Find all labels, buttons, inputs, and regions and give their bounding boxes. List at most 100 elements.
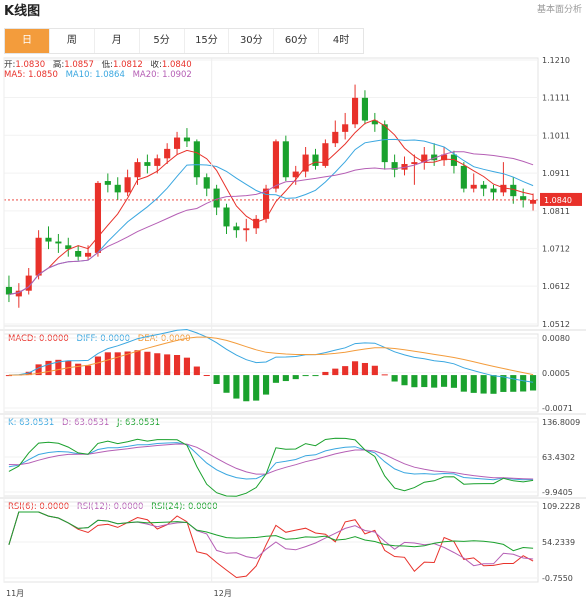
candle-body bbox=[460, 165, 467, 189]
candle-body bbox=[312, 154, 319, 166]
macd-bar bbox=[351, 361, 359, 376]
kdj-legend-d: D: 63.0531 bbox=[62, 418, 110, 428]
kdj-legend-j: J: 63.0531 bbox=[116, 418, 161, 428]
macd-bar bbox=[144, 351, 151, 376]
macd-bar bbox=[193, 366, 200, 376]
macd-bar bbox=[75, 363, 82, 376]
macd-bar bbox=[361, 362, 369, 376]
candle-body bbox=[183, 137, 191, 142]
macd-legend: MACD: 0.0000 DIFF: 0.0000 DEA: 0.0000 bbox=[8, 334, 196, 344]
candle-body bbox=[262, 188, 270, 219]
macd-bar bbox=[213, 375, 220, 384]
candle-body bbox=[470, 184, 477, 189]
candle-body bbox=[25, 275, 32, 291]
macd-bar bbox=[421, 375, 428, 388]
macd-bar bbox=[253, 375, 260, 401]
price-tick-label: 1.1111 bbox=[542, 93, 570, 102]
ma-legend: MA5: 1.0850 MA10: 1.0864 MA20: 1.0902 bbox=[4, 70, 197, 80]
last-price-label: 1.0840 bbox=[544, 196, 572, 205]
candle-body bbox=[35, 237, 42, 276]
kdj-tick-label: -9.9405 bbox=[542, 488, 573, 497]
price-tick-label: 1.0811 bbox=[542, 207, 570, 216]
macd-bar bbox=[272, 375, 280, 383]
macd-tick-label: -0.0071 bbox=[542, 404, 573, 413]
macd-bar bbox=[282, 375, 289, 382]
candle-body bbox=[15, 290, 22, 297]
macd-bar bbox=[470, 375, 477, 393]
candle-body bbox=[213, 188, 220, 208]
rsi-legend-24: RSI(24): 0.0000 bbox=[151, 502, 218, 512]
candle-body bbox=[342, 124, 349, 132]
macd-bar bbox=[223, 375, 230, 393]
candle-body bbox=[253, 218, 260, 229]
candle-body bbox=[490, 188, 497, 193]
low-value: 低:1.0812 bbox=[101, 60, 143, 70]
candle-body bbox=[84, 252, 92, 257]
rsi-tick-label: -0.7550 bbox=[542, 574, 573, 583]
macd-bar bbox=[520, 375, 527, 392]
macd-bar bbox=[529, 375, 537, 391]
x-axis-label: 12月 bbox=[214, 589, 232, 598]
rsi12-line bbox=[8, 511, 534, 567]
candle-body bbox=[5, 286, 13, 295]
candle-body bbox=[351, 97, 359, 125]
tab-30min[interactable]: 30分 bbox=[229, 29, 275, 53]
ma5-legend: MA5: 1.0850 bbox=[4, 70, 58, 80]
macd-bar bbox=[371, 365, 378, 376]
tab-month[interactable]: 月 bbox=[95, 29, 140, 53]
ma5-line bbox=[8, 119, 534, 295]
j-line bbox=[8, 437, 534, 497]
candle-body bbox=[529, 199, 537, 204]
macd-bar bbox=[500, 375, 507, 392]
macd-bar bbox=[183, 357, 191, 376]
candle-body bbox=[65, 245, 72, 250]
candle-body bbox=[94, 182, 102, 253]
tab-4hour[interactable]: 4时 bbox=[332, 35, 350, 46]
macd-bar bbox=[233, 375, 240, 399]
tab-60min[interactable]: 60分 bbox=[274, 29, 320, 53]
macd-bar bbox=[490, 375, 497, 394]
d-line bbox=[8, 443, 534, 480]
ohlc-legend: 开:1.0830 高:1.0857 低:1.0812 收:1.0840 bbox=[4, 58, 197, 70]
candle-body bbox=[243, 228, 250, 231]
rsi6-line bbox=[8, 511, 534, 579]
candle-body bbox=[75, 251, 82, 257]
macd-tick-label: 0.0080 bbox=[542, 334, 570, 343]
tab-5min[interactable]: 5分 bbox=[140, 29, 185, 53]
candle-body bbox=[114, 184, 121, 193]
candle-body bbox=[272, 141, 280, 189]
candle-body bbox=[371, 120, 378, 125]
candle-body bbox=[450, 154, 458, 166]
candle-body bbox=[391, 162, 398, 170]
macd-bar bbox=[510, 375, 517, 392]
timeframe-tabs: 日 周 月 5分 15分 30分 60分 4时 bbox=[4, 28, 364, 54]
macd-bar bbox=[164, 354, 171, 376]
macd-bar bbox=[55, 359, 62, 376]
macd-bar bbox=[292, 375, 299, 380]
price-tick-label: 1.0612 bbox=[542, 282, 570, 291]
tab-day[interactable]: 日 bbox=[5, 29, 50, 53]
candle-body bbox=[144, 162, 151, 166]
candle-body bbox=[173, 137, 181, 149]
macd-bar bbox=[114, 352, 121, 376]
rsi-tick-label: 54.2339 bbox=[542, 538, 575, 547]
candle-body bbox=[45, 237, 52, 242]
macd-bar bbox=[35, 364, 42, 376]
candle-body bbox=[134, 162, 141, 178]
ma10-legend: MA10: 1.0864 bbox=[65, 70, 125, 80]
candle-body bbox=[431, 154, 438, 161]
candle-body bbox=[292, 171, 299, 178]
macd-bar bbox=[322, 371, 329, 376]
macd-bar bbox=[124, 351, 131, 376]
macd-bar bbox=[173, 354, 181, 376]
ma20-line bbox=[8, 151, 534, 295]
macd-bar bbox=[302, 375, 309, 377]
tab-week[interactable]: 周 bbox=[50, 29, 95, 53]
candle-body bbox=[381, 124, 388, 163]
tab-15min[interactable]: 15分 bbox=[185, 29, 230, 53]
macd-bar bbox=[45, 360, 52, 376]
macd-bar bbox=[450, 375, 458, 388]
rsi-tick-label: 109.2228 bbox=[542, 502, 580, 511]
macd-legend-macd: MACD: 0.0000 bbox=[8, 334, 69, 344]
